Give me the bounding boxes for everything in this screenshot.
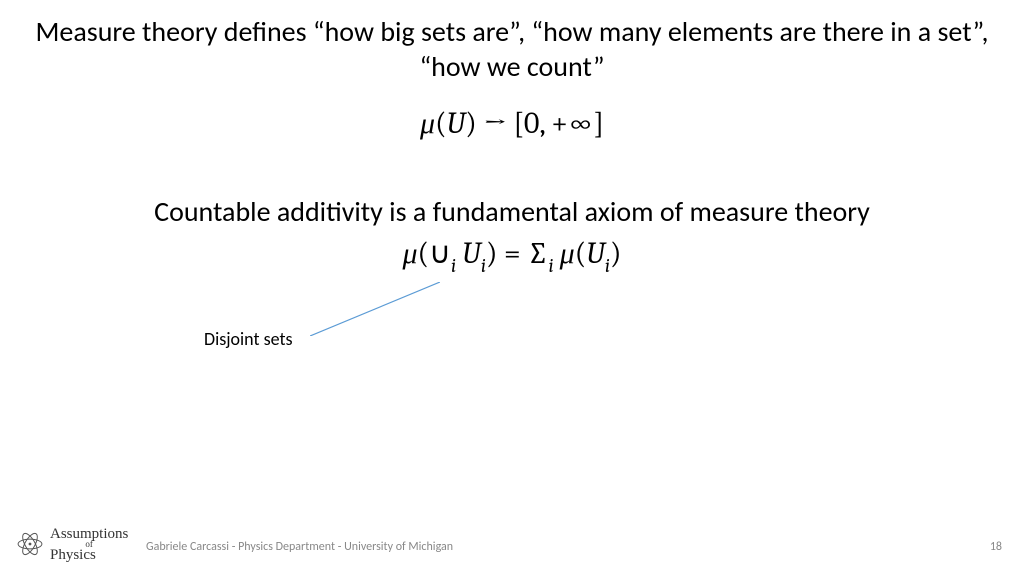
close-paren: ): [486, 236, 497, 271]
set-U: U: [447, 106, 466, 141]
close-paren: ): [610, 236, 621, 271]
range-interval: [0, +∞]: [513, 106, 604, 141]
set-Ui: U: [462, 236, 481, 271]
annotation-label: Disjoint sets: [204, 328, 293, 350]
annotation-connector-line: [310, 282, 440, 336]
mu-symbol: μ: [420, 106, 435, 141]
atom-icon: [16, 530, 44, 558]
mu-symbol: μ: [560, 236, 575, 271]
footer-credit: Gabriele Carcassi - Physics Department -…: [146, 540, 453, 554]
equals-symbol: =: [497, 236, 527, 271]
equation-countable-additivity: μ(∪i Ui) = ∑i μ(Ui): [0, 236, 1024, 275]
brand-line3: Physics: [50, 547, 96, 563]
arrow-symbol: →: [477, 106, 514, 141]
slide-title: Measure theory defines “how big sets are…: [30, 14, 994, 84]
brand-text: Assumptions of Physics: [50, 527, 128, 562]
union-symbol: ∪: [429, 236, 451, 271]
open-paren: (: [418, 236, 429, 271]
page-number: 18: [990, 540, 1002, 554]
set-subscript: i: [481, 254, 486, 277]
sigma-symbol: ∑: [527, 236, 548, 271]
connector-segment: [310, 282, 440, 336]
set-Ui: U: [586, 236, 605, 271]
line-svg: [310, 282, 440, 336]
slide-subtitle: Countable additivity is a fundamental ax…: [30, 194, 994, 229]
equation-measure-map: μ(U) → [0, +∞]: [0, 106, 1024, 141]
open-paren: (: [435, 106, 446, 141]
mu-symbol: μ: [402, 236, 417, 271]
open-paren: (: [575, 236, 586, 271]
sigma-subscript: i: [549, 254, 554, 277]
union-subscript: i: [451, 254, 456, 277]
brand-logo: Assumptions of Physics: [16, 527, 128, 562]
slide-footer: Assumptions of Physics Gabriele Carcassi…: [0, 528, 1024, 562]
close-paren: ): [465, 106, 476, 141]
set-subscript: i: [605, 254, 610, 277]
